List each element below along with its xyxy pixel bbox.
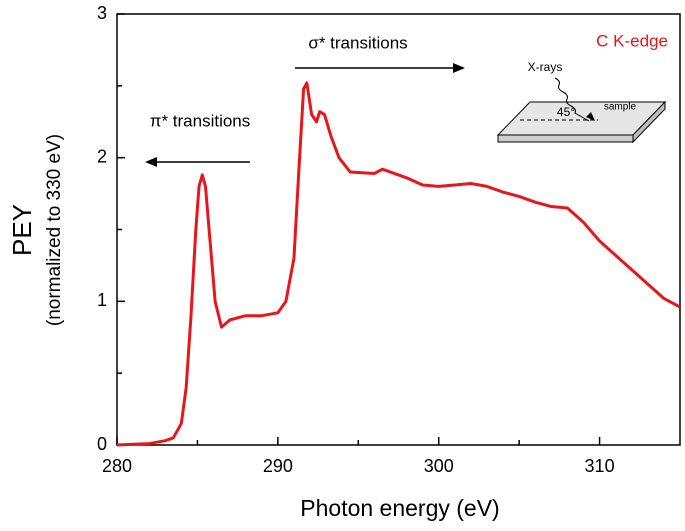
plot-frame [116,13,681,446]
arrowhead [586,112,595,121]
x-tick-label: 290 [263,456,293,476]
y-tick-label: 2 [97,146,107,166]
x-tick-label: 280 [102,456,132,476]
annotation-arrows [145,63,465,167]
y-axis-sublabel: (normalized to 330 eV) [44,134,65,326]
inset-label: sample [604,102,637,113]
y-tick-label: 1 [97,290,107,310]
x-axis-label: Photon energy (eV) [300,495,499,521]
annotation: π* transitions [150,111,251,130]
legend-label: C K-edge [596,31,668,50]
inset-label: 45° [557,105,575,119]
x-tick-label: 310 [585,456,615,476]
sample-side [632,100,666,144]
arrowhead [145,157,157,167]
inset-label: X-rays [528,60,563,74]
x-tick-label: 300 [424,456,454,476]
annotation: σ* transitions [308,33,407,52]
xray-wave [554,77,590,122]
y-axis-label: PEY [7,204,37,256]
arrowhead [453,63,465,73]
inset: X-rays 45° sample [496,60,667,144]
y-tick-label: 0 [97,434,107,454]
sample-edge [497,134,634,143]
data-line [116,81,681,447]
y-tick-label: 3 [97,3,107,23]
